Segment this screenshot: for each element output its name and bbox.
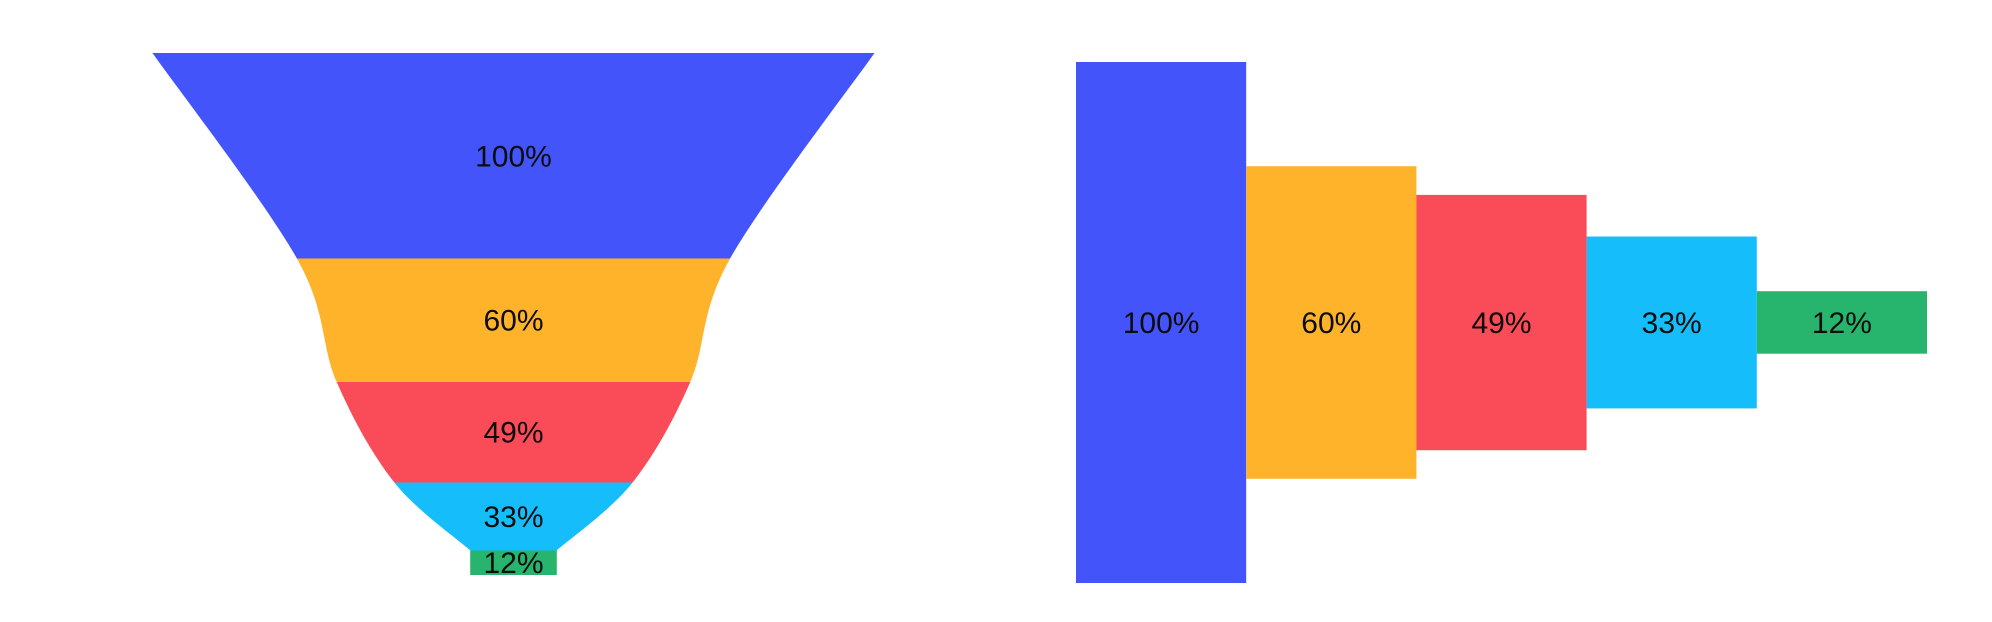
vertical-funnel-segment-label-2: 60%: [483, 305, 543, 338]
bar-funnel-segment-5[interactable]: [1756, 291, 1927, 354]
bar-funnel-segment-4[interactable]: [1586, 236, 1757, 409]
bar-funnel-segment-label-3: 49%: [1471, 307, 1531, 340]
bar-funnel-segment-1[interactable]: [1076, 62, 1247, 583]
vertical-funnel-segment-label-3: 49%: [483, 417, 543, 450]
vertical-funnel-segment-label-5: 12%: [483, 547, 543, 580]
horizontal-bar-funnel-chart: 100% 60% 49% 33% 12%: [1076, 62, 1927, 583]
bar-funnel-segment-3[interactable]: [1416, 194, 1587, 451]
bar-funnel-segment-label-1: 100%: [1123, 307, 1200, 340]
bar-funnel-segment-label-4: 33%: [1642, 307, 1702, 340]
vertical-funnel-segment-label-1: 100%: [475, 140, 552, 173]
vertical-funnel-body[interactable]: [152, 53, 875, 575]
vertical-funnel-segment-label-4: 33%: [483, 501, 543, 534]
bar-funnel-segment-2[interactable]: [1246, 166, 1417, 479]
bar-funnel-segment-label-2: 60%: [1301, 307, 1361, 340]
bar-funnel-segment-label-5: 12%: [1812, 307, 1872, 340]
vertical-funnel-chart: 100% 60% 49% 33% 12%: [152, 53, 875, 580]
